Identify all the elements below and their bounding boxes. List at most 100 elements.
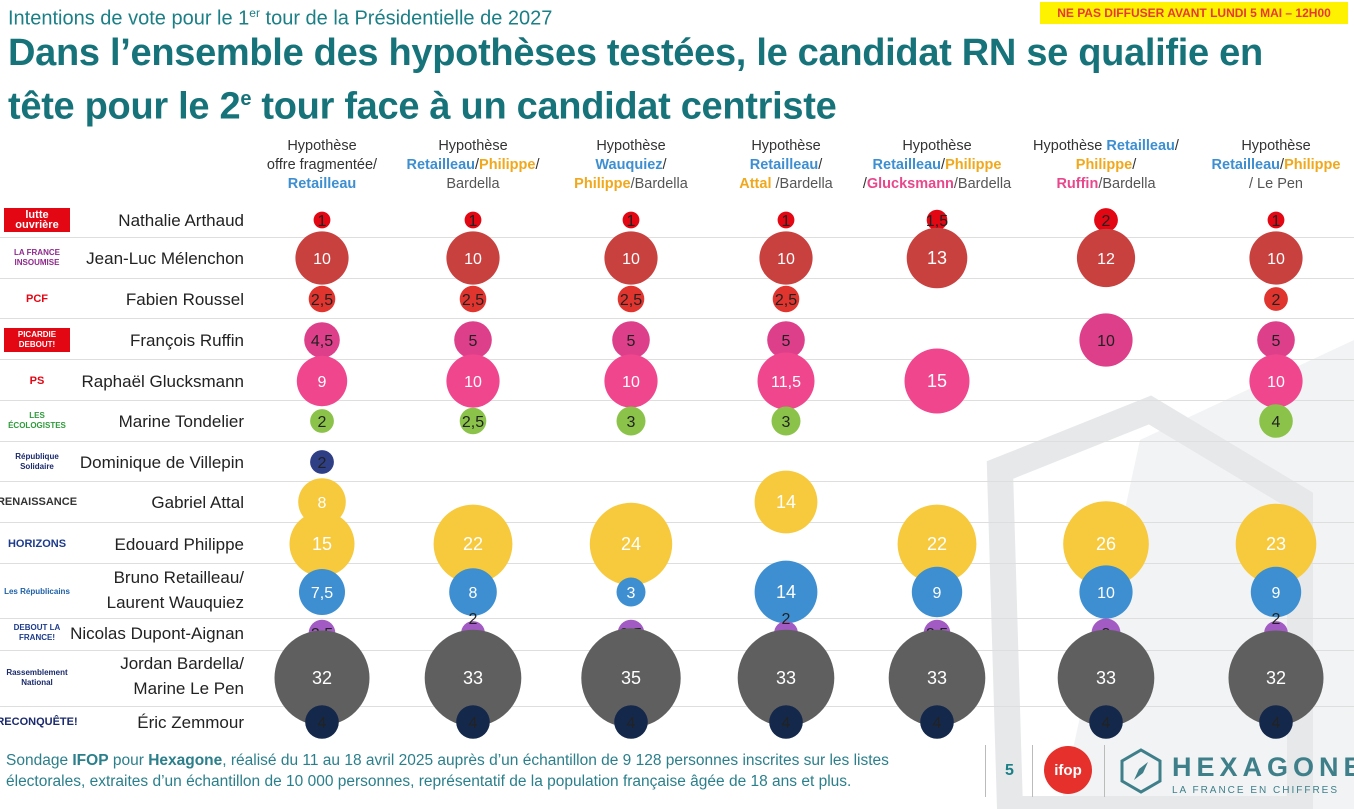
vote-bubble [926,209,948,231]
vote-bubble [424,629,522,727]
vote-label: 2 [318,414,327,431]
vote-bubble [769,705,803,739]
vote-label: 3 [627,414,636,431]
hexagone-tagline: LA FRANCE EN CHIFFRES [1172,785,1340,796]
candidate-name: Marine Tondelier [118,412,244,431]
vote-label: 2,5 [311,292,333,309]
vote-bubble [299,569,345,615]
vote-label: 1 [1272,213,1281,230]
row-divider [0,650,1354,651]
vote-label: 10 [464,251,482,268]
vote-bubble [1249,354,1303,408]
row-divider [0,278,1354,279]
vote-label: 1 [782,213,791,230]
party-logo: LA FRANCE INSOUMISE [4,246,70,270]
vote-bubble [310,450,334,474]
row-divider [0,237,1354,238]
page-number: 5 [1005,762,1014,779]
vote-bubble [777,211,795,229]
vote-bubble [612,321,650,359]
vote-bubble [313,211,331,229]
vote-label: 4 [469,715,478,732]
vote-label: 2 [318,455,327,472]
party-logo: DEBOUT LA FRANCE! [4,621,70,645]
hexagone-brand: HEXAGONE [1172,752,1354,782]
vote-label: 23 [1266,534,1286,554]
vote-bubble [1250,566,1302,618]
column-header: Hypothèse Retailleau/Philippe / Le Pen [1211,138,1341,192]
vote-bubble [464,211,482,229]
party-logo: lutte ouvrière [4,208,70,232]
vote-label: 1 [469,213,478,230]
party-logo: HORIZONS [4,532,70,556]
vote-label: 1 [318,213,327,230]
vote-label: 13 [927,248,947,268]
vote-label: 15 [312,534,332,554]
column-header: Hypothèse Retailleau/Philippe/Ruffin/Bar… [1033,138,1179,192]
vote-label: 10 [1267,251,1285,268]
candidate-name: Raphaël Glucksmann [81,372,244,391]
vote-bubble [759,231,813,285]
vote-label: 2 [469,611,478,628]
vote-bubble [1076,228,1136,288]
chart-subtitle: Intentions de vote pour le 1er tour de l… [8,6,553,30]
vote-bubble [289,511,355,577]
vote-label: 9 [318,374,327,391]
candidate-name: Gabriel Attal [151,493,244,512]
column-header: Hypothèse Retailleau/Philippe/Glucksmann/… [862,138,1012,192]
party-logo: PICARDIE DEBOUT! [4,328,70,352]
vote-bubble [459,407,487,435]
vote-label: 32 [1266,668,1286,688]
vote-label: 2 [782,611,791,628]
vote-label: 10 [464,374,482,391]
vote-bubble [757,352,815,410]
row-divider [0,563,1354,564]
vote-bubble [1089,705,1123,739]
candidate-name: Éric Zemmour [137,713,244,732]
vote-label: 11,5 [771,374,801,391]
vote-label: 3 [782,414,791,431]
vote-bubble [604,354,658,408]
vote-label: 33 [1096,668,1116,688]
vote-label: 2,5 [620,292,642,309]
row-divider [0,441,1354,442]
vote-bubble [1259,404,1293,438]
vote-label: 2,5 [462,414,484,431]
vote-label: 4,5 [311,333,333,350]
vote-label: 1,5 [926,213,948,230]
vote-bubble [754,560,818,624]
candidate-name: François Ruffin [129,331,244,350]
headline: Dans l’ensemble des hypothèses testées, … [8,32,1263,128]
vote-bubble [616,406,646,436]
vote-label: 35 [621,668,641,688]
column-header: Hypothèse offre fragmentée/Retailleau [266,138,378,192]
row-divider [0,706,1354,707]
candidate-name: Jordan Bardella/Marine Le Pen [120,654,244,698]
footer-separator [1104,745,1105,797]
party-logo: RENAISSANCE [0,490,77,514]
vote-bubble [614,705,648,739]
vote-bubble [1057,629,1155,727]
vote-label: 2 [1272,292,1281,309]
column-header: Hypothèse Retailleau/Philippe/Bardella [406,138,540,192]
hexagone-compass-icon [1120,748,1162,794]
row-divider [0,318,1354,319]
vote-label: 10 [1097,333,1115,350]
vote-label: 10 [1097,585,1115,602]
candidate-name: Dominique de Villepin [79,453,244,472]
vote-label: 22 [927,534,947,554]
vote-bubble [904,348,970,414]
vote-label: 10 [1267,374,1285,391]
footer-separator [985,745,986,797]
vote-bubble [1264,287,1288,311]
vote-label: 4 [627,715,636,732]
vote-bubble [1063,501,1149,587]
candidate-name: Edouard Philippe [114,535,244,554]
vote-bubble [754,470,818,534]
vote-label: 2,5 [775,292,797,309]
vote-label: 10 [622,251,640,268]
vote-bubble [433,504,513,584]
vote-label: 32 [312,668,332,688]
vote-bubble [295,231,349,285]
vote-bubble [1079,565,1133,619]
